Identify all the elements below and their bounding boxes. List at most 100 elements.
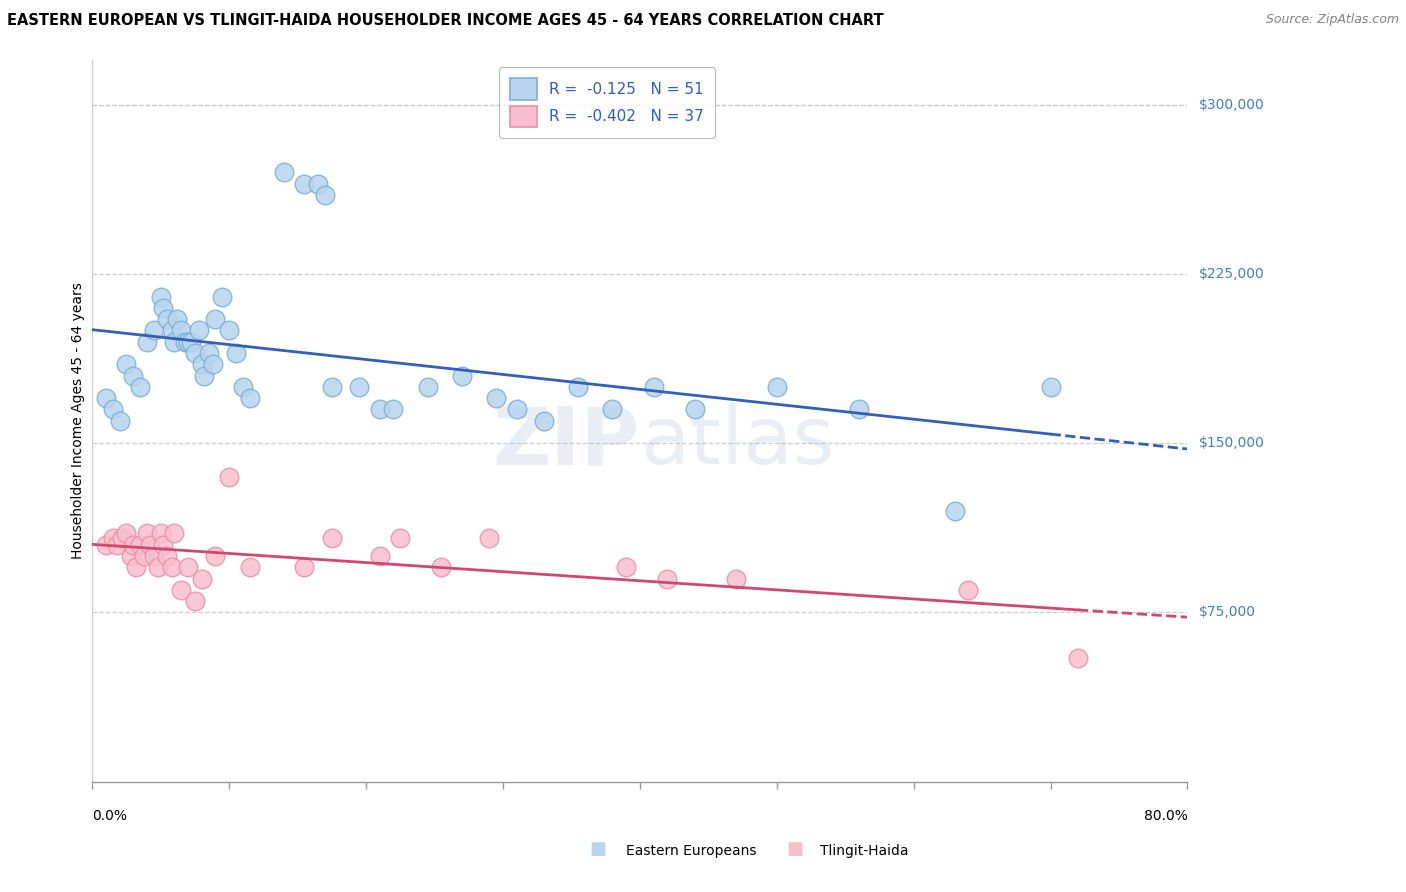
Point bbox=[152, 538, 174, 552]
Point bbox=[136, 334, 159, 349]
Point bbox=[174, 334, 197, 349]
Point bbox=[122, 368, 145, 383]
Point bbox=[232, 380, 254, 394]
Point bbox=[108, 414, 131, 428]
Point bbox=[347, 380, 370, 394]
Point bbox=[190, 572, 212, 586]
Point bbox=[193, 368, 215, 383]
Point bbox=[848, 402, 870, 417]
Point bbox=[321, 531, 343, 545]
Text: ZIP: ZIP bbox=[492, 403, 640, 482]
Point bbox=[177, 560, 200, 574]
Point bbox=[239, 391, 262, 405]
Point bbox=[146, 560, 169, 574]
Text: $75,000: $75,000 bbox=[1198, 606, 1256, 619]
Point bbox=[134, 549, 156, 563]
Point bbox=[149, 289, 172, 303]
Text: $150,000: $150,000 bbox=[1198, 436, 1264, 450]
Legend: R =  -0.125   N = 51, R =  -0.402   N = 37: R = -0.125 N = 51, R = -0.402 N = 37 bbox=[499, 67, 714, 138]
Text: atlas: atlas bbox=[640, 403, 834, 482]
Text: Source: ZipAtlas.com: Source: ZipAtlas.com bbox=[1265, 13, 1399, 27]
Text: 0.0%: 0.0% bbox=[93, 809, 127, 823]
Point bbox=[389, 531, 412, 545]
Point bbox=[292, 177, 315, 191]
Text: 80.0%: 80.0% bbox=[1143, 809, 1188, 823]
Point bbox=[184, 346, 207, 360]
Point bbox=[273, 165, 295, 179]
Point bbox=[129, 538, 152, 552]
Point bbox=[382, 402, 405, 417]
Point bbox=[1067, 650, 1090, 665]
Point bbox=[368, 549, 391, 563]
Point bbox=[602, 402, 624, 417]
Point bbox=[225, 346, 247, 360]
Point bbox=[122, 538, 145, 552]
Point bbox=[184, 594, 207, 608]
Text: Eastern Europeans: Eastern Europeans bbox=[626, 844, 756, 858]
Point bbox=[478, 531, 501, 545]
Point bbox=[105, 538, 128, 552]
Text: $225,000: $225,000 bbox=[1198, 267, 1264, 281]
Point bbox=[368, 402, 391, 417]
Point bbox=[416, 380, 439, 394]
Point bbox=[657, 572, 679, 586]
Text: EASTERN EUROPEAN VS TLINGIT-HAIDA HOUSEHOLDER INCOME AGES 45 - 64 YEARS CORRELAT: EASTERN EUROPEAN VS TLINGIT-HAIDA HOUSEH… bbox=[7, 13, 883, 29]
Point bbox=[188, 323, 211, 337]
Point bbox=[136, 526, 159, 541]
Point bbox=[120, 549, 142, 563]
Point bbox=[177, 334, 200, 349]
Point bbox=[152, 301, 174, 315]
Point bbox=[1039, 380, 1062, 394]
Text: ■: ■ bbox=[589, 840, 606, 858]
Point bbox=[643, 380, 665, 394]
Point bbox=[101, 402, 124, 417]
Point bbox=[505, 402, 527, 417]
Point bbox=[138, 538, 160, 552]
Point bbox=[567, 380, 589, 394]
Point bbox=[485, 391, 508, 405]
Point bbox=[180, 334, 202, 349]
Point bbox=[724, 572, 747, 586]
Y-axis label: Householder Income Ages 45 - 64 years: Householder Income Ages 45 - 64 years bbox=[72, 282, 86, 559]
Point bbox=[314, 188, 336, 202]
Point bbox=[533, 414, 555, 428]
Point bbox=[307, 177, 329, 191]
Point bbox=[94, 538, 117, 552]
Point bbox=[239, 560, 262, 574]
Point bbox=[142, 323, 165, 337]
Point bbox=[166, 312, 188, 326]
Point bbox=[149, 526, 172, 541]
Point bbox=[163, 334, 186, 349]
Point bbox=[204, 549, 226, 563]
Point bbox=[957, 582, 980, 597]
Point bbox=[170, 323, 193, 337]
Point bbox=[430, 560, 453, 574]
Point bbox=[163, 526, 186, 541]
Point bbox=[101, 531, 124, 545]
Point bbox=[218, 470, 240, 484]
Point bbox=[160, 560, 183, 574]
Point bbox=[450, 368, 472, 383]
Point bbox=[160, 323, 183, 337]
Point bbox=[111, 531, 134, 545]
Text: Tlingit-Haida: Tlingit-Haida bbox=[820, 844, 908, 858]
Point bbox=[170, 582, 193, 597]
Point bbox=[321, 380, 343, 394]
Point bbox=[204, 312, 226, 326]
Point bbox=[125, 560, 148, 574]
Point bbox=[129, 380, 152, 394]
Point bbox=[614, 560, 637, 574]
Point bbox=[156, 549, 179, 563]
Point bbox=[115, 357, 138, 371]
Point bbox=[156, 312, 179, 326]
Text: ■: ■ bbox=[786, 840, 803, 858]
Point bbox=[115, 526, 138, 541]
Point bbox=[211, 289, 233, 303]
Point bbox=[190, 357, 212, 371]
Text: $300,000: $300,000 bbox=[1198, 98, 1264, 112]
Point bbox=[765, 380, 787, 394]
Point bbox=[201, 357, 224, 371]
Point bbox=[197, 346, 219, 360]
Point bbox=[683, 402, 706, 417]
Point bbox=[218, 323, 240, 337]
